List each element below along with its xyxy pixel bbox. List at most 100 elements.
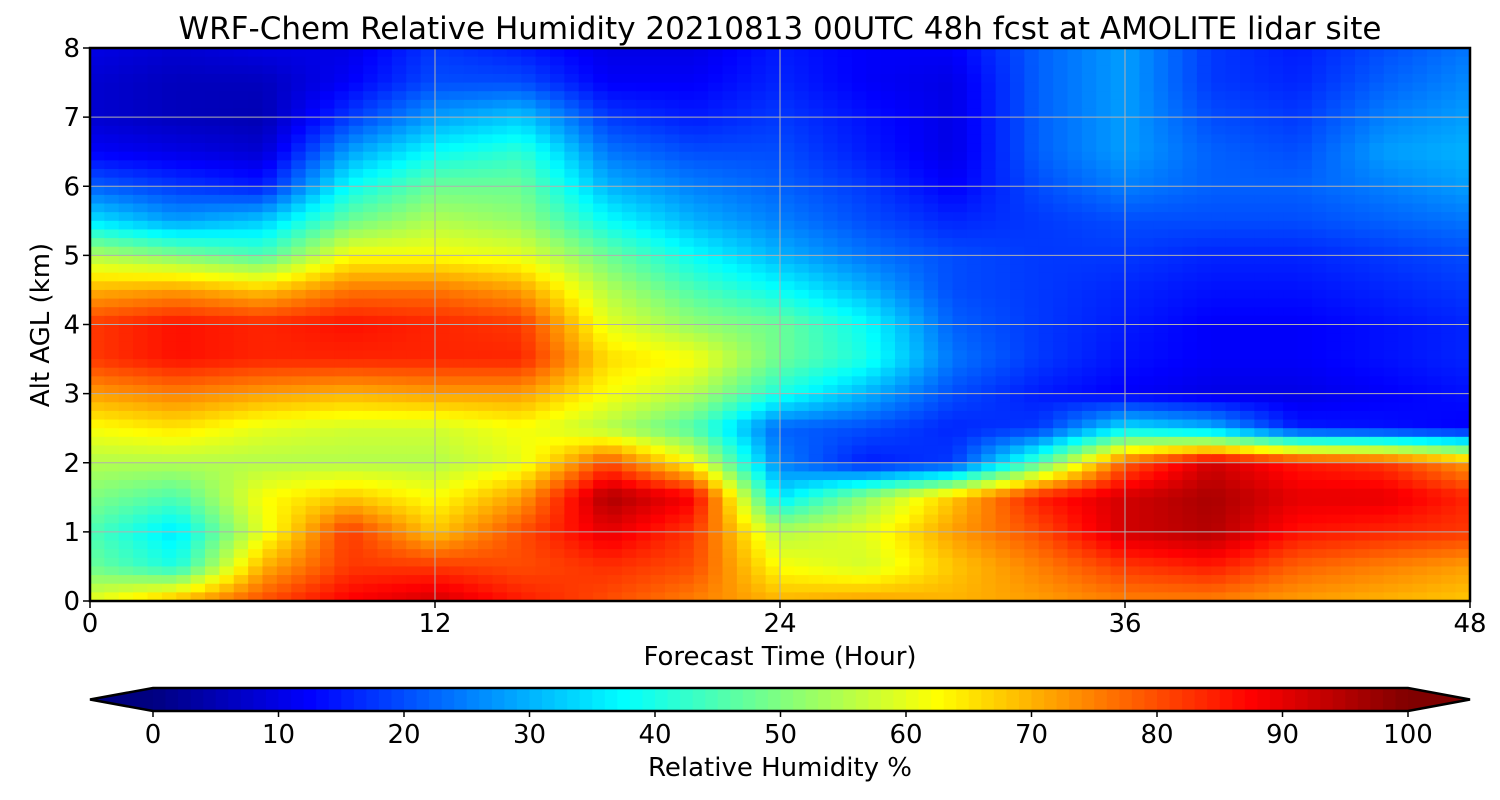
heatmap-cell: [808, 359, 824, 369]
heatmap-cell: [1067, 419, 1083, 429]
heatmap-cell: [621, 523, 637, 533]
heatmap-cell: [593, 531, 609, 542]
heatmap-cell: [693, 566, 709, 576]
heatmap-cell: [1053, 177, 1069, 187]
heatmap-cell: [305, 307, 321, 317]
heatmap-cell: [550, 324, 565, 334]
heatmap-cell: [291, 436, 307, 447]
heatmap-cell: [363, 454, 379, 464]
heatmap-cell: [952, 99, 968, 110]
heatmap-cell: [923, 168, 939, 179]
heatmap-cell: [1010, 307, 1025, 317]
heatmap-cell: [593, 255, 609, 265]
heatmap-cell: [406, 307, 422, 317]
heatmap-cell: [205, 177, 220, 187]
heatmap-cell: [1182, 82, 1198, 92]
heatmap-cell: [1067, 488, 1083, 498]
heatmap-cell: [1024, 393, 1040, 403]
heatmap-cell: [348, 324, 364, 334]
heatmap-cell: [535, 350, 551, 360]
heatmap-cell: [765, 289, 781, 300]
heatmap-cell: [823, 143, 839, 153]
heatmap-cell: [90, 531, 105, 542]
heatmap-cell: [578, 583, 594, 593]
heatmap-cell: [794, 177, 810, 187]
heatmap-cell: [1139, 497, 1155, 507]
heatmap-cell: [621, 514, 637, 524]
heatmap-cell: [406, 333, 422, 343]
heatmap-cell: [478, 220, 494, 231]
heatmap-cell: [521, 264, 537, 274]
heatmap-cell: [190, 220, 206, 231]
heatmap-cell: [966, 281, 982, 291]
heatmap-cell: [1081, 333, 1097, 343]
heatmap-cell: [104, 445, 120, 455]
heatmap-cell: [1038, 393, 1054, 403]
heatmap-cell: [751, 298, 767, 308]
heatmap-cell: [938, 108, 954, 118]
heatmap-cell: [708, 583, 724, 593]
heatmap-cell: [665, 557, 680, 568]
heatmap-cell: [1024, 48, 1040, 58]
heatmap-cell: [233, 324, 249, 334]
heatmap-cell: [219, 531, 235, 542]
heatmap-cell: [823, 514, 839, 524]
heatmap-cell: [161, 315, 177, 326]
heatmap-cell: [104, 99, 120, 110]
heatmap-cell: [736, 264, 752, 274]
heatmap-cell: [823, 125, 839, 136]
heatmap-cell: [1182, 272, 1198, 282]
heatmap-cell: [837, 350, 853, 360]
heatmap-cell: [176, 82, 192, 92]
heatmap-cell: [593, 462, 609, 472]
heatmap-cell: [463, 281, 479, 291]
heatmap-cell: [348, 160, 364, 170]
heatmap-cell: [348, 194, 364, 205]
heatmap-cell: [909, 229, 925, 239]
heatmap-cell: [550, 402, 565, 412]
heatmap-cell: [176, 436, 192, 447]
heatmap-cell: [463, 168, 479, 179]
heatmap-cell: [650, 488, 666, 498]
heatmap-cell: [1038, 177, 1054, 187]
heatmap-cell: [406, 549, 422, 559]
heatmap-cell: [593, 151, 609, 161]
heatmap-cell: [722, 264, 738, 274]
heatmap-cell: [1168, 549, 1184, 559]
heatmap-cell: [305, 384, 321, 395]
heatmap-cell: [219, 557, 235, 568]
heatmap-cell: [1168, 454, 1184, 464]
heatmap-cell: [435, 462, 450, 472]
heatmap-cell: [1196, 488, 1212, 498]
heatmap-cell: [463, 125, 479, 136]
heatmap-cell: [363, 367, 379, 377]
heatmap-cell: [248, 575, 264, 585]
heatmap-cell: [621, 471, 637, 481]
heatmap-cell: [909, 298, 925, 308]
heatmap-cell: [722, 540, 738, 550]
heatmap-cell: [751, 384, 767, 395]
heatmap-cell: [1168, 540, 1184, 550]
heatmap-cell: [1168, 82, 1184, 92]
heatmap-cell: [837, 238, 853, 248]
heatmap-cell: [1153, 376, 1169, 386]
heatmap-cell: [449, 73, 465, 84]
heatmap-cell: [564, 549, 580, 559]
heatmap-cell: [1096, 298, 1112, 308]
heatmap-cell: [377, 480, 393, 490]
heatmap-cell: [665, 108, 680, 118]
heatmap-cell: [449, 471, 465, 481]
heatmap-cell: [363, 307, 379, 317]
heatmap-cell: [679, 108, 695, 118]
heatmap-cell: [248, 419, 264, 429]
heatmap-cell: [334, 410, 350, 421]
heatmap-cell: [1081, 151, 1097, 161]
heatmap-cell: [205, 125, 220, 136]
heatmap-cell: [1024, 557, 1040, 568]
heatmap-cell: [808, 298, 824, 308]
heatmap-cell: [736, 272, 752, 282]
heatmap-cell: [679, 514, 695, 524]
heatmap-cell: [866, 410, 882, 421]
heatmap-cell: [391, 134, 407, 144]
heatmap-cell: [679, 151, 695, 161]
